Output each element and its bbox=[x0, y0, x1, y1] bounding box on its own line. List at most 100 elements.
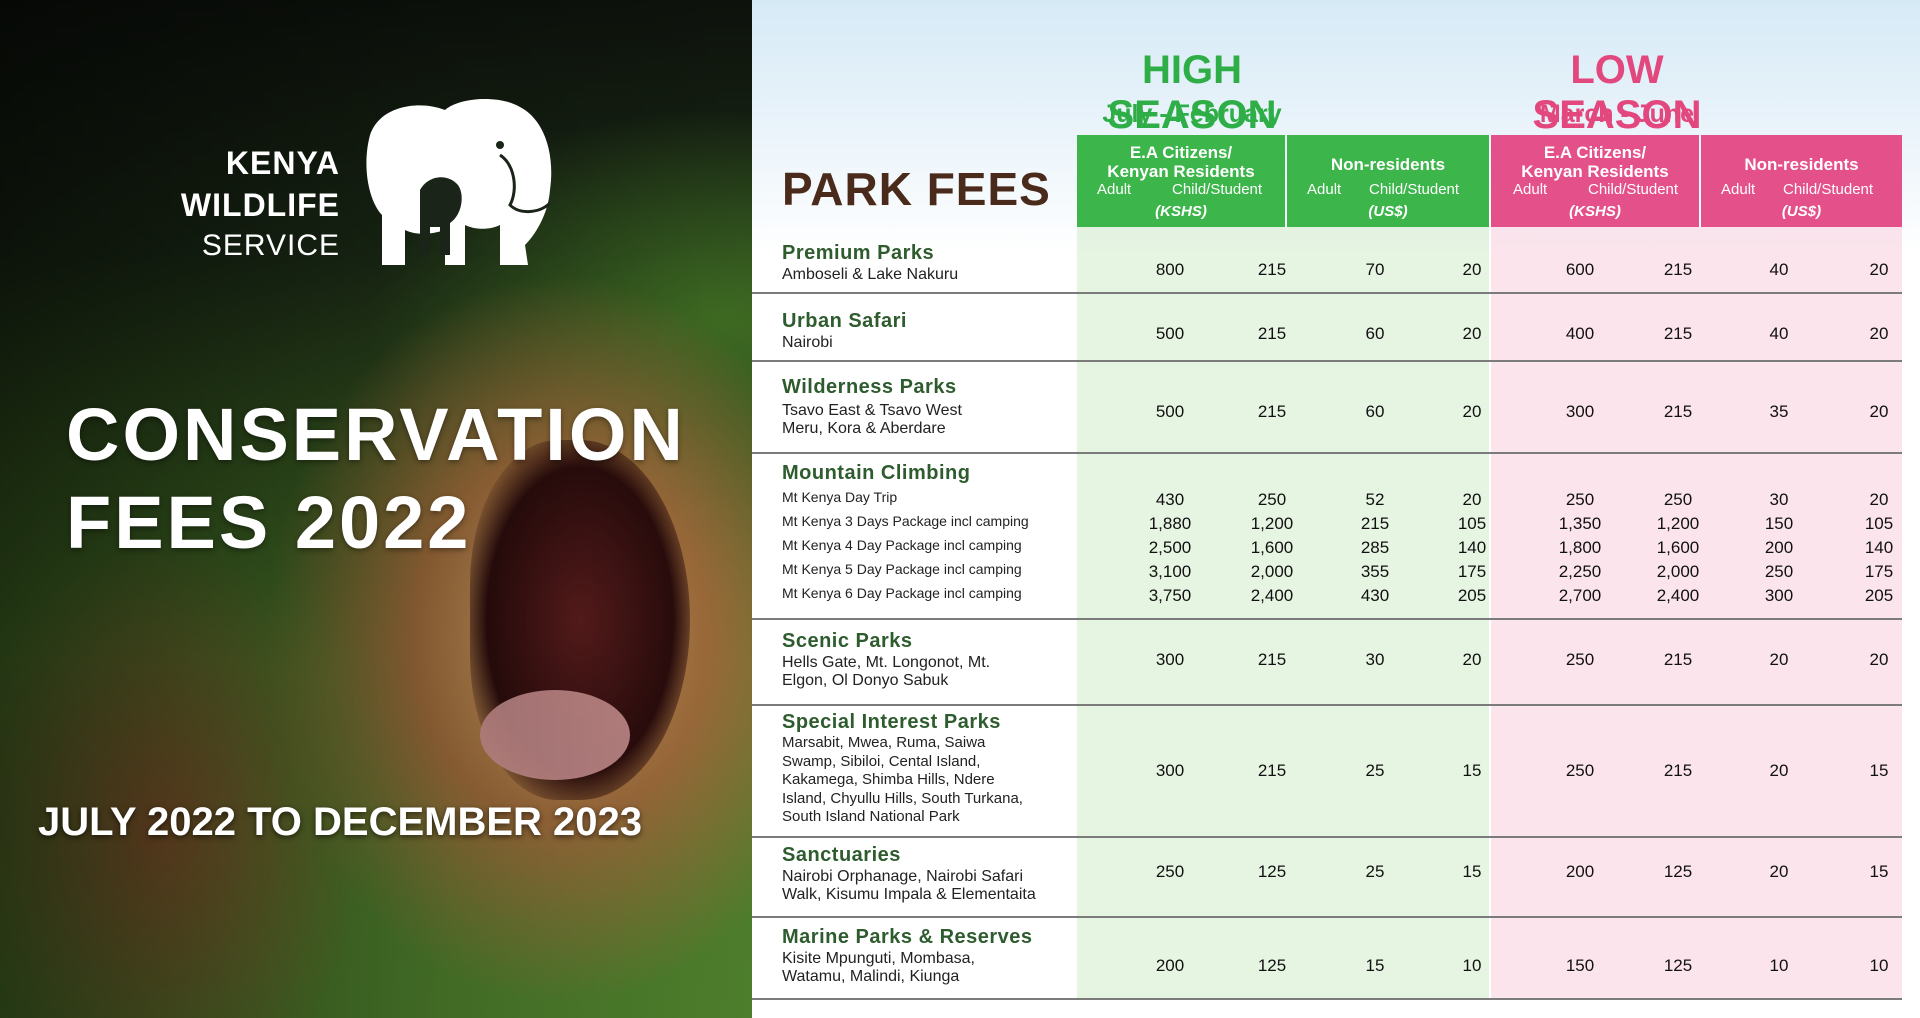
fee-cell: 20 bbox=[1462, 650, 1482, 669]
table-row: Sanctuaries Nairobi Orphanage, Nairobi S… bbox=[752, 838, 1902, 918]
fee-cell: 20 bbox=[1462, 260, 1482, 279]
fee-cell: 25 bbox=[1365, 862, 1385, 881]
row-category: Sanctuaries bbox=[782, 844, 901, 866]
row-category: Special Interest Parks bbox=[782, 711, 1001, 733]
fee-cell: 10 bbox=[1462, 956, 1482, 975]
header-low-citizens-label: E.A Citizens/ Kenyan Residents bbox=[1521, 143, 1669, 181]
fee-cell: 105 bbox=[1457, 514, 1487, 533]
header-low-non-adult: Adult bbox=[1721, 181, 1756, 198]
fee-cell: 35 bbox=[1769, 402, 1789, 421]
header-high-non-unit: (US$) bbox=[1368, 203, 1408, 220]
fee-cell: 250 bbox=[1663, 490, 1693, 509]
table-row: Premium Parks Amboseli & Lake Nakuru 800… bbox=[752, 232, 1902, 294]
mountain-item-label: Mt Kenya 5 Day Package incl camping bbox=[782, 561, 1022, 577]
fee-cell: 215 bbox=[1663, 761, 1693, 780]
fee-cell: 175 bbox=[1457, 562, 1487, 581]
fee-cell: 125 bbox=[1663, 956, 1693, 975]
header-low-nonres: Non-residents Adult Child/Student (US$) bbox=[1701, 135, 1902, 227]
row-category: Scenic Parks bbox=[782, 630, 913, 652]
fee-cell: 40 bbox=[1769, 324, 1789, 343]
fee-cell: 2,000 bbox=[1250, 562, 1294, 581]
fee-cell: 300 bbox=[1565, 402, 1595, 421]
fee-cell: 20 bbox=[1869, 650, 1889, 669]
fees-panel: HIGH SEASON July - February LOW SEASON M… bbox=[752, 0, 1920, 1018]
fee-cell: 1,600 bbox=[1656, 538, 1700, 557]
fee-cell: 2,400 bbox=[1656, 586, 1700, 605]
logo-line-1: KENYA bbox=[225, 145, 340, 181]
fee-cell: 15 bbox=[1365, 956, 1385, 975]
header-high-cit-adult: Adult bbox=[1097, 181, 1132, 198]
fee-cell: 300 bbox=[1155, 761, 1185, 780]
table-row: Marine Parks & Reserves Kisite Mpunguti,… bbox=[752, 918, 1902, 1000]
fee-cell: 400 bbox=[1565, 324, 1595, 343]
fee-cell: 215 bbox=[1257, 324, 1287, 343]
header-high-citizens-label: E.A Citizens/ Kenyan Residents bbox=[1107, 143, 1255, 181]
table-row: Special Interest Parks Marsabit, Mwea, R… bbox=[752, 706, 1902, 838]
fee-cell: 215 bbox=[1663, 324, 1693, 343]
fee-cell: 205 bbox=[1864, 586, 1894, 605]
fee-cell: 40 bbox=[1769, 260, 1789, 279]
fee-cell: 215 bbox=[1663, 650, 1693, 669]
fee-cell: 10 bbox=[1769, 956, 1789, 975]
fee-cell: 200 bbox=[1565, 862, 1595, 881]
header-low-nonres-label: Non-residents bbox=[1744, 155, 1859, 174]
high-season-column-bg bbox=[1077, 227, 1489, 1000]
fee-cell: 20 bbox=[1462, 324, 1482, 343]
header-high-cit-unit: (KSHS) bbox=[1155, 203, 1207, 220]
fee-cell: 2,700 bbox=[1558, 586, 1602, 605]
fee-cell: 3,100 bbox=[1148, 562, 1192, 581]
kws-logo: KENYA WILDLIFE SERVICE bbox=[180, 95, 580, 275]
high-season-title: HIGH SEASON bbox=[1107, 48, 1277, 137]
row-subtitle: Nairobi Orphanage, Nairobi Safari Walk, … bbox=[782, 868, 1036, 903]
header-low-cit-adult: Adult bbox=[1513, 181, 1548, 198]
table-row: Scenic Parks Hells Gate, Mt. Longonot, M… bbox=[752, 620, 1902, 706]
header-low-non-child: Child/Student bbox=[1783, 181, 1874, 198]
fee-cell: 20 bbox=[1769, 650, 1789, 669]
header-low-cit-unit: (KSHS) bbox=[1569, 203, 1621, 220]
table-row-mountain: Mountain Climbing Mt Kenya Day Trip 430 … bbox=[752, 454, 1902, 620]
fee-cell: 60 bbox=[1365, 402, 1385, 421]
fee-cell: 15 bbox=[1462, 761, 1482, 780]
fee-cell: 1,600 bbox=[1250, 538, 1294, 557]
fee-cell: 125 bbox=[1663, 862, 1693, 881]
fee-cell: 30 bbox=[1365, 650, 1385, 669]
fee-cell: 1,200 bbox=[1250, 514, 1294, 533]
row-category: Marine Parks & Reserves bbox=[782, 926, 1033, 948]
fee-cell: 10 bbox=[1869, 956, 1889, 975]
fee-cell: 1,800 bbox=[1558, 538, 1602, 557]
row-category: Wilderness Parks bbox=[782, 376, 957, 398]
fee-cell: 150 bbox=[1565, 956, 1595, 975]
fee-cell: 200 bbox=[1764, 538, 1794, 557]
validity-period: JULY 2022 TO DECEMBER 2023 bbox=[38, 800, 643, 844]
mountain-item-label: Mt Kenya 4 Day Package incl camping bbox=[782, 537, 1022, 553]
header-high-nonres: Non-residents Adult Child/Student (US$) bbox=[1287, 135, 1489, 227]
fee-cell: 20 bbox=[1462, 402, 1482, 421]
row-subtitle: Amboseli & Lake Nakuru bbox=[782, 266, 959, 283]
row-subtitle: Nairobi bbox=[782, 334, 833, 351]
fee-cell: 300 bbox=[1764, 586, 1794, 605]
fee-cell: 20 bbox=[1769, 862, 1789, 881]
fee-cell: 355 bbox=[1360, 562, 1390, 581]
fee-cell: 215 bbox=[1663, 260, 1693, 279]
fee-cell: 2,400 bbox=[1250, 586, 1294, 605]
fee-cell: 215 bbox=[1257, 761, 1287, 780]
fee-cell: 140 bbox=[1864, 538, 1894, 557]
fee-cell: 500 bbox=[1155, 324, 1185, 343]
mountain-item-label: Mt Kenya 3 Days Package incl camping bbox=[782, 513, 1029, 529]
fee-cell: 3,750 bbox=[1148, 586, 1192, 605]
table-row: Wilderness Parks Tsavo East & Tsavo West… bbox=[752, 362, 1902, 454]
fee-cell: 20 bbox=[1769, 761, 1789, 780]
row-subtitle: Marsabit, Mwea, Ruma, Saiwa Swamp, Sibil… bbox=[782, 734, 1023, 825]
logo-line-3: SERVICE bbox=[201, 229, 340, 262]
low-season-title: LOW SEASON bbox=[1532, 48, 1702, 137]
elephant-icon bbox=[366, 99, 552, 266]
fee-cell: 600 bbox=[1565, 260, 1595, 279]
park-fees-heading: PARK FEES bbox=[782, 163, 1051, 215]
mountain-item-label: Mt Kenya Day Trip bbox=[782, 489, 898, 505]
fee-cell: 800 bbox=[1155, 260, 1185, 279]
title-line-1: CONSERVATION bbox=[66, 393, 686, 476]
hero-panel: KENYA WILDLIFE SERVICE CONSERVATION FEES… bbox=[0, 0, 752, 1018]
high-season-months: July - February bbox=[1102, 100, 1282, 128]
header-high-nonres-label: Non-residents bbox=[1330, 155, 1446, 174]
fee-cell: 15 bbox=[1869, 862, 1889, 881]
